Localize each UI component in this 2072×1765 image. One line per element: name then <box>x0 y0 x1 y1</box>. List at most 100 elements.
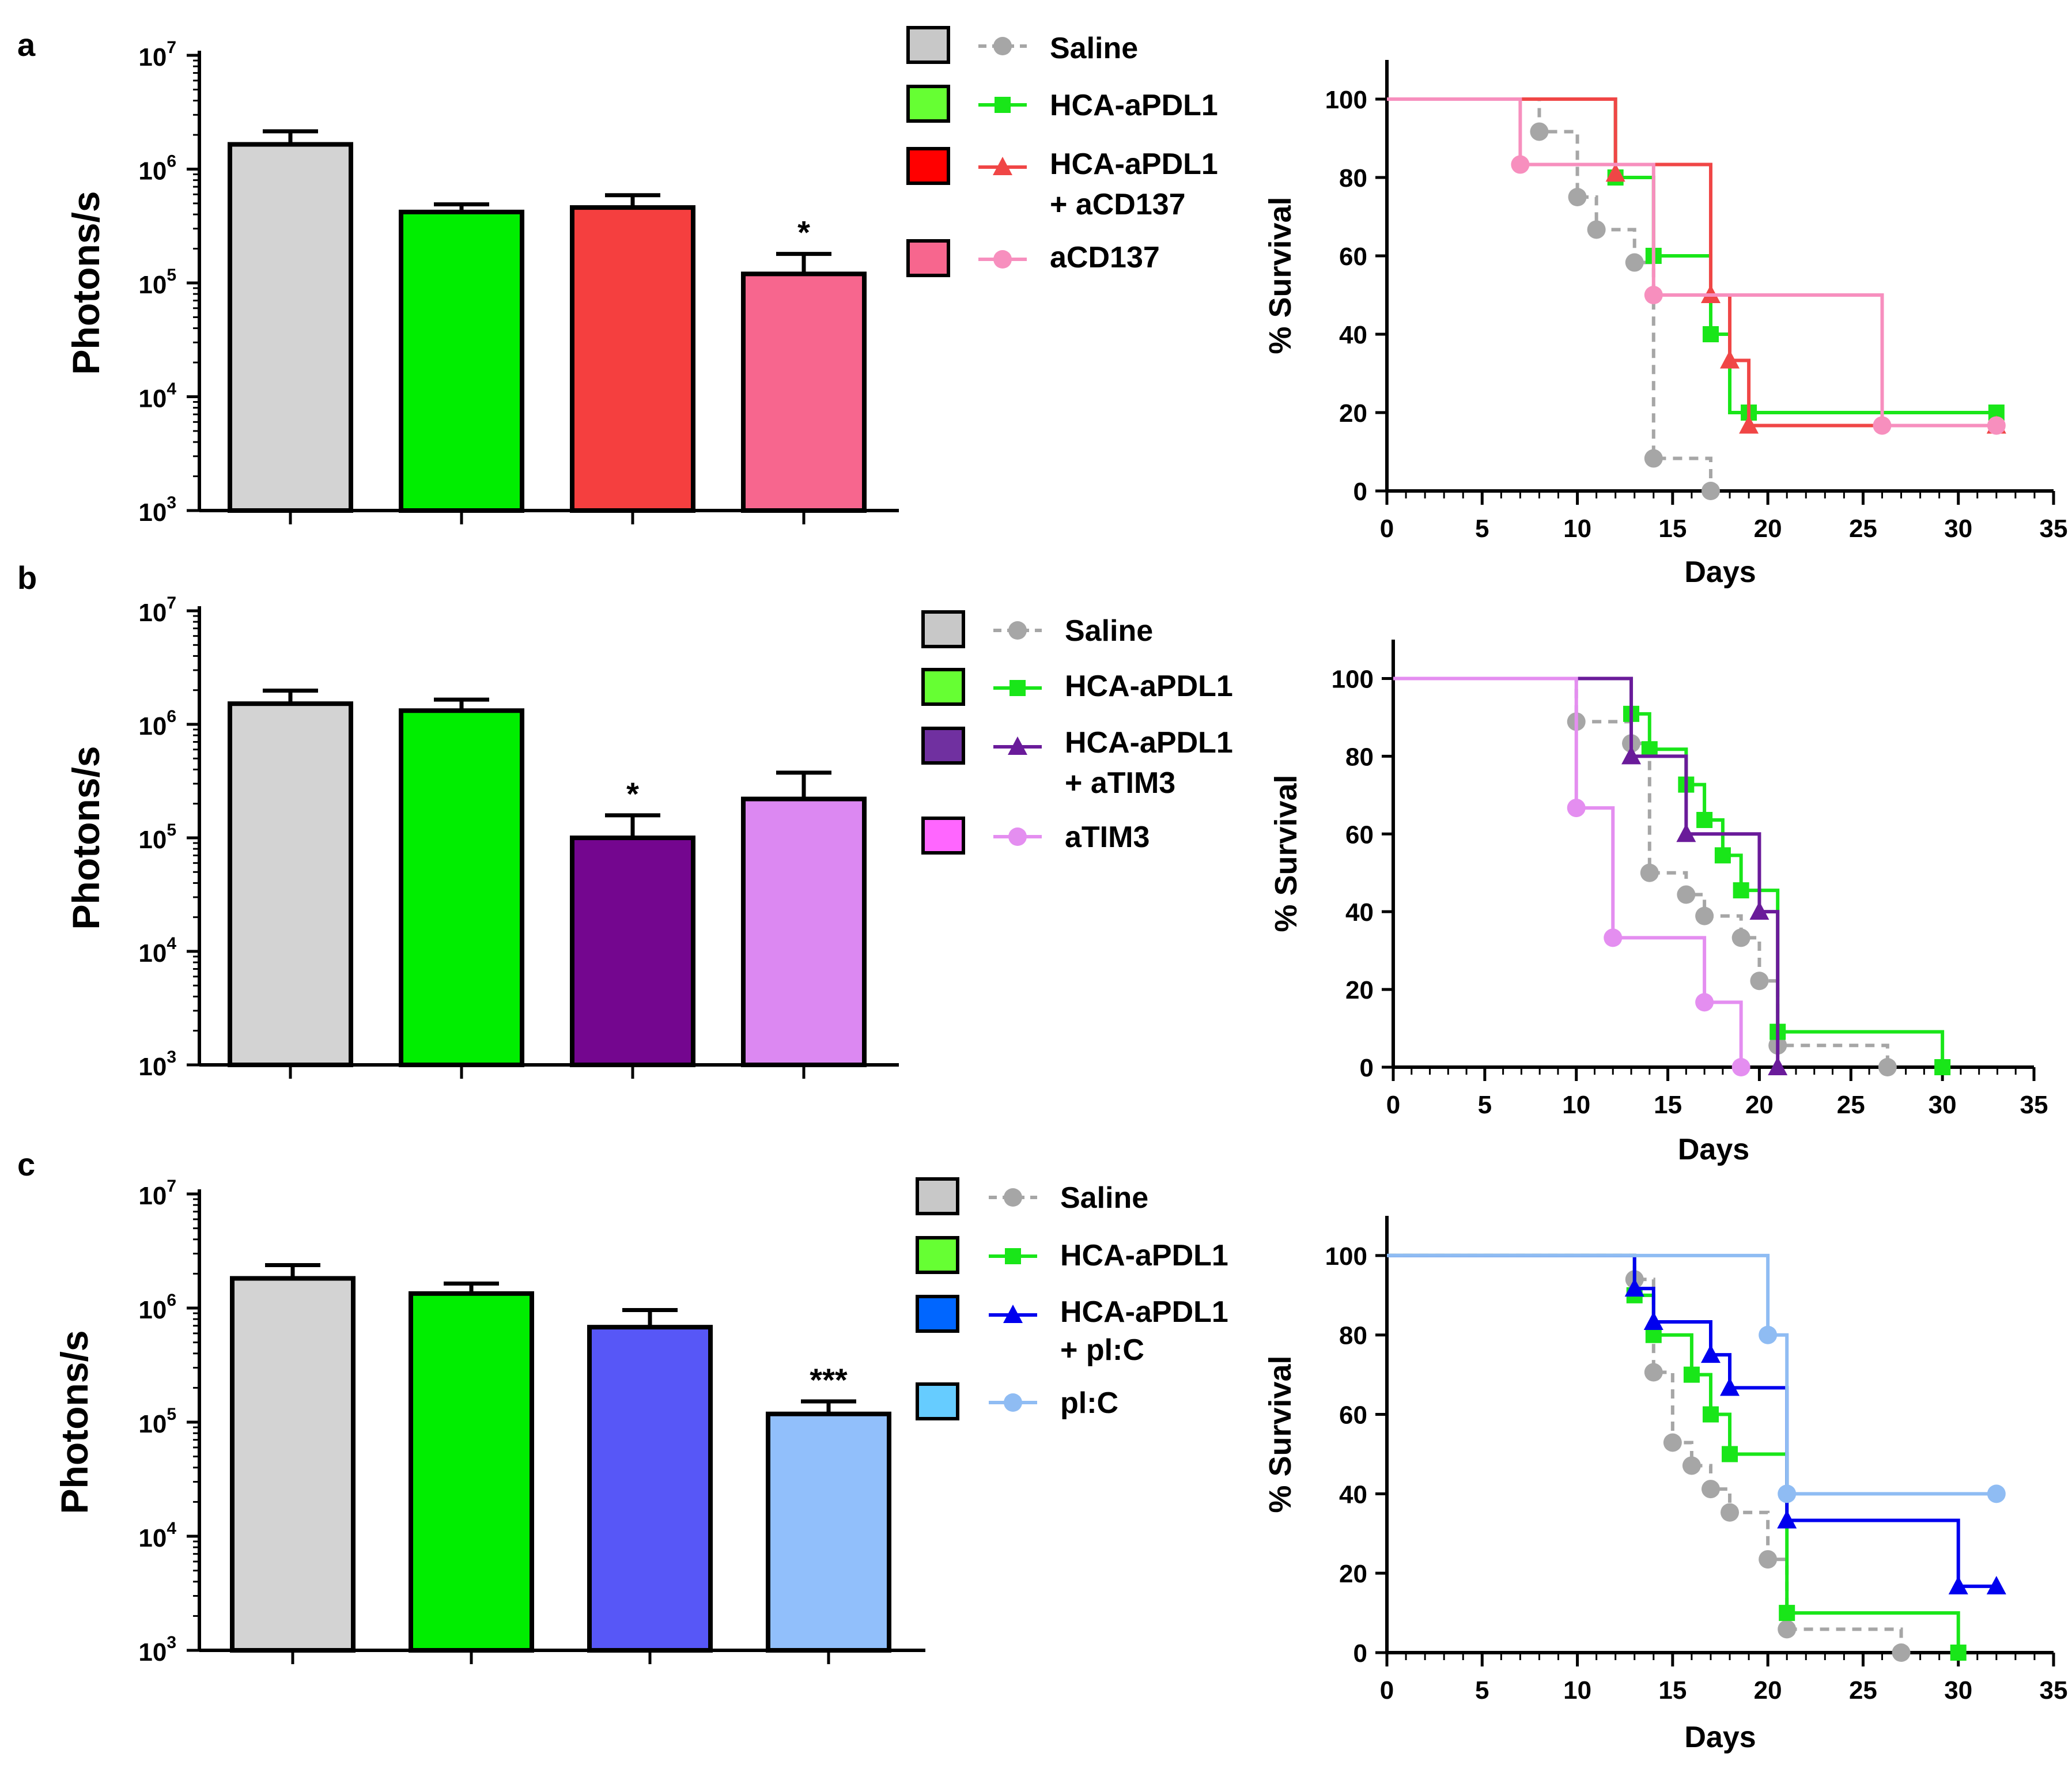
legend-label: HCA-aPDL1 <box>1060 1239 1228 1272</box>
x-tick-label: 5 <box>1478 1091 1492 1119</box>
x-axis-label: Days <box>1684 555 1756 589</box>
y-tick-label: 40 <box>1345 898 1374 927</box>
x-tick-label: 20 <box>1754 1676 1782 1704</box>
significance-label: * <box>626 776 639 812</box>
y-axis-label: % Survival <box>1263 1355 1298 1513</box>
legend-swatch <box>921 610 965 648</box>
y-tick-exponent: 3 <box>167 1633 176 1652</box>
panel-label-b: b <box>17 560 37 596</box>
x-tick-label: 5 <box>1475 515 1489 543</box>
legend-label: HCA-aPDL1 <box>1065 726 1233 759</box>
x-tick-label: 0 <box>1380 1676 1394 1704</box>
panel-label-a: a <box>17 27 36 63</box>
y-tick-label: 104 <box>138 934 176 967</box>
marker-circle <box>1731 1058 1750 1076</box>
marker-circle <box>1604 928 1623 947</box>
y-tick-label: 20 <box>1339 1560 1367 1588</box>
marker-triangle <box>1621 746 1642 765</box>
legend-label-line2: + pl:C <box>1060 1333 1144 1367</box>
marker-circle <box>1644 286 1663 304</box>
bar <box>766 1411 891 1653</box>
marker-triangle <box>1643 1311 1663 1330</box>
x-tick-label: 0 <box>1380 515 1394 543</box>
marker-square <box>1714 847 1731 864</box>
survival-line <box>1387 97 1997 428</box>
legend-label-line2: + aCD137 <box>1050 188 1186 221</box>
marker-circle <box>1987 416 2006 435</box>
y-axis-label: Photons/s <box>65 746 107 929</box>
x-tick-label: 20 <box>1754 515 1782 543</box>
marker-circle <box>1987 1484 2006 1503</box>
y-tick-label: 107 <box>138 1177 176 1210</box>
marker-circle <box>1004 1188 1022 1207</box>
x-tick-label: 30 <box>1944 515 1972 543</box>
legend-label: aTIM3 <box>1065 821 1150 854</box>
legend-label: pl:C <box>1060 1386 1118 1420</box>
y-tick-exponent: 7 <box>167 1177 176 1196</box>
x-tick-label: 15 <box>1654 1091 1682 1119</box>
marker-circle <box>1778 1484 1797 1503</box>
y-tick-exponent: 5 <box>167 266 176 285</box>
y-tick-exponent: 3 <box>167 493 176 512</box>
x-tick-label: 5 <box>1475 1676 1489 1704</box>
bar <box>570 836 695 1067</box>
marker-circle <box>1878 1058 1897 1076</box>
bar <box>409 1291 534 1653</box>
y-tick-label: 20 <box>1345 976 1374 1004</box>
y-tick-label: 80 <box>1339 164 1367 192</box>
marker-circle <box>1731 928 1750 947</box>
bar <box>230 1276 356 1653</box>
panel-label-c: c <box>17 1146 35 1182</box>
marker-circle <box>1677 885 1696 904</box>
significance-label: *** <box>810 1362 848 1398</box>
x-tick-label: 35 <box>2040 515 2068 543</box>
survival-line <box>1387 1253 1903 1653</box>
legend-label-line2: + aTIM3 <box>1065 766 1175 800</box>
legend-label: Saline <box>1065 614 1153 648</box>
marker-triangle <box>1008 736 1027 755</box>
legend-c: Saline HCA-aPDL1 HCA-aPDL1 + pl:C pl:C <box>916 1177 1228 1420</box>
y-tick-label: 105 <box>138 266 176 299</box>
y-tick-label: 60 <box>1339 243 1367 271</box>
marker-circle <box>1701 482 1720 500</box>
survival-line <box>1393 676 1743 1067</box>
y-tick-exponent: 3 <box>167 1048 176 1067</box>
y-axis-label: Photons/s <box>53 1330 96 1514</box>
survival-line <box>1387 97 1712 491</box>
survival-line <box>1387 97 1997 428</box>
y-tick-label: 0 <box>1353 1639 1367 1668</box>
marker-circle <box>1701 1480 1720 1499</box>
legend-label: HCA-aPDL1 <box>1065 670 1233 703</box>
marker-square <box>1005 1248 1021 1264</box>
bar <box>741 271 867 513</box>
y-tick-label: 103 <box>138 1633 176 1666</box>
legend-swatch <box>906 85 950 123</box>
bar <box>228 701 353 1067</box>
y-tick-exponent: 6 <box>167 1291 176 1310</box>
marker-circle <box>1530 122 1549 141</box>
marker-triangle <box>1777 1510 1797 1529</box>
marker-circle <box>1892 1643 1911 1662</box>
marker-square <box>1934 1059 1951 1075</box>
x-tick-label: 25 <box>1837 1091 1865 1119</box>
y-tick-exponent: 5 <box>167 1405 176 1424</box>
bar <box>741 796 867 1067</box>
legend-label: HCA-aPDL1 <box>1050 148 1218 181</box>
y-tick-exponent: 6 <box>167 707 176 726</box>
legend-label: HCA-aPDL1 <box>1060 1295 1228 1329</box>
y-tick-exponent: 7 <box>167 38 176 57</box>
marker-circle <box>993 250 1012 269</box>
survival-chart-a: 0 20 40 60 80 100 0 5 10 15 20 25 30 35 Days % Survival <box>1263 60 2067 589</box>
significance-label: * <box>797 214 810 251</box>
y-axis-label: % Survival <box>1269 774 1303 932</box>
survival-line <box>1387 1253 1997 1496</box>
legend-swatch <box>921 727 965 765</box>
marker-triangle <box>1948 1575 1968 1594</box>
y-tick-label: 103 <box>138 1048 176 1081</box>
y-tick-exponent: 4 <box>167 1519 176 1538</box>
x-tick-label: 10 <box>1563 1676 1591 1704</box>
survival-chart-c: 0 20 40 60 80 100 0 5 10 15 20 25 30 35 Days % Survival <box>1263 1216 2067 1754</box>
legend-swatch <box>921 817 965 855</box>
legend-label: aCD137 <box>1050 241 1160 274</box>
